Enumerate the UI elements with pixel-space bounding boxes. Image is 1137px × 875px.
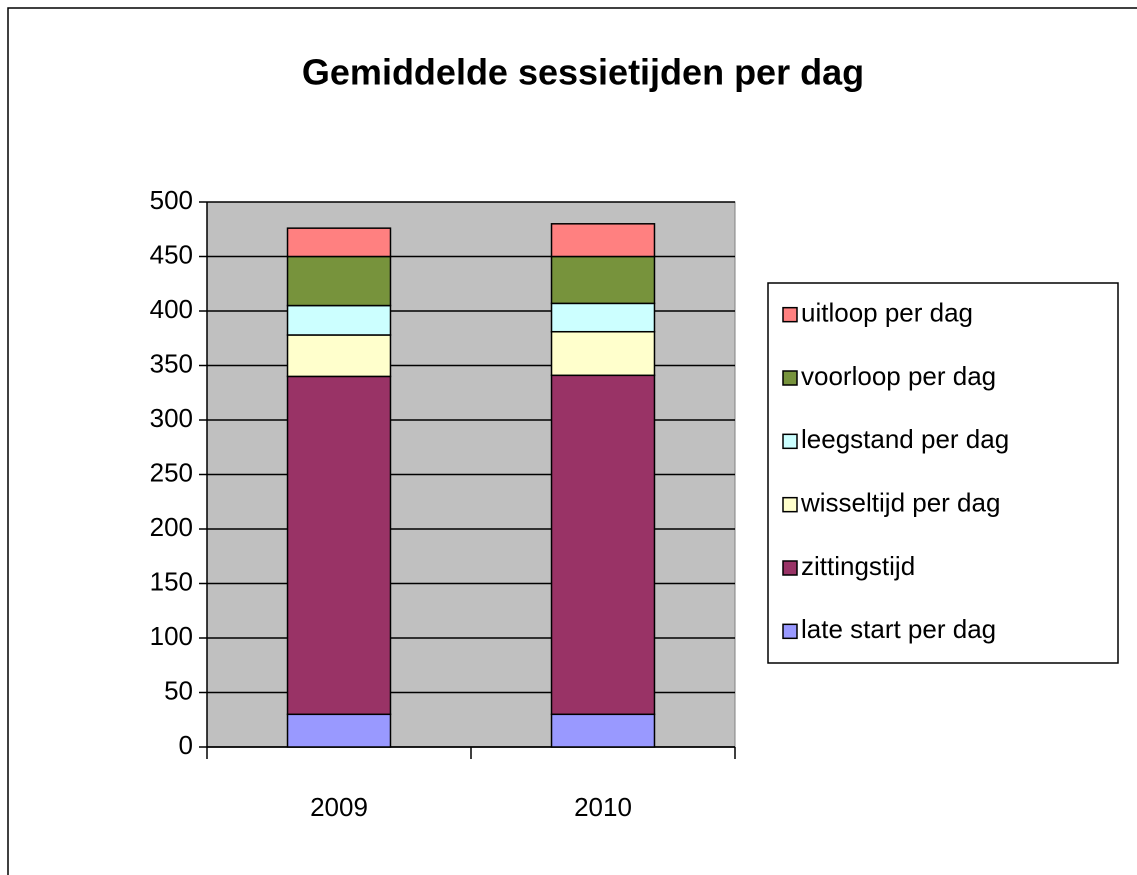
y-tick-label: 250 bbox=[150, 457, 193, 487]
bar-segment bbox=[286, 304, 392, 336]
legend-swatch bbox=[782, 496, 798, 513]
chart-title: Gemiddelde sessietijden per dag bbox=[302, 52, 864, 93]
legend-label: voorloop per dag bbox=[801, 361, 996, 391]
y-tick-label: 500 bbox=[150, 185, 193, 215]
bar-segment bbox=[550, 223, 656, 258]
legend-label: zittingstijd bbox=[801, 551, 915, 581]
bar-segment bbox=[286, 334, 392, 378]
legend-label: uitloop per dag bbox=[801, 298, 973, 328]
bar-segment bbox=[550, 330, 656, 377]
y-tick-label: 0 bbox=[179, 730, 193, 760]
y-tick-label: 150 bbox=[150, 566, 193, 596]
bar-segment bbox=[286, 227, 392, 258]
legend-label: late start per dag bbox=[801, 614, 996, 644]
y-tick-label: 50 bbox=[164, 675, 193, 705]
x-tick-label: 2009 bbox=[310, 792, 368, 822]
bar-segment bbox=[286, 255, 392, 307]
bar-segment bbox=[550, 374, 656, 716]
bar-segment bbox=[550, 302, 656, 333]
y-tick-label: 350 bbox=[150, 348, 193, 378]
y-tick-label: 200 bbox=[150, 512, 193, 542]
legend-swatch bbox=[782, 560, 798, 576]
legend-label: leegstand per dag bbox=[801, 424, 1009, 454]
legend-box bbox=[767, 282, 1119, 664]
legend-swatch bbox=[782, 623, 798, 640]
x-tick-label: 2010 bbox=[574, 792, 632, 822]
legend-label: wisseltijd per dag bbox=[800, 488, 1000, 518]
y-tick-label: 300 bbox=[150, 403, 193, 433]
y-tick-label: 100 bbox=[150, 621, 193, 651]
legend-swatch bbox=[782, 306, 798, 323]
bar-segment bbox=[286, 713, 392, 748]
bar-segment bbox=[286, 375, 392, 716]
bar-segment bbox=[550, 713, 656, 748]
bar-segment bbox=[550, 255, 656, 305]
y-tick-label: 400 bbox=[150, 294, 193, 324]
legend-swatch bbox=[782, 433, 798, 450]
y-tick-label: 450 bbox=[150, 239, 193, 269]
legend-swatch bbox=[782, 370, 798, 386]
